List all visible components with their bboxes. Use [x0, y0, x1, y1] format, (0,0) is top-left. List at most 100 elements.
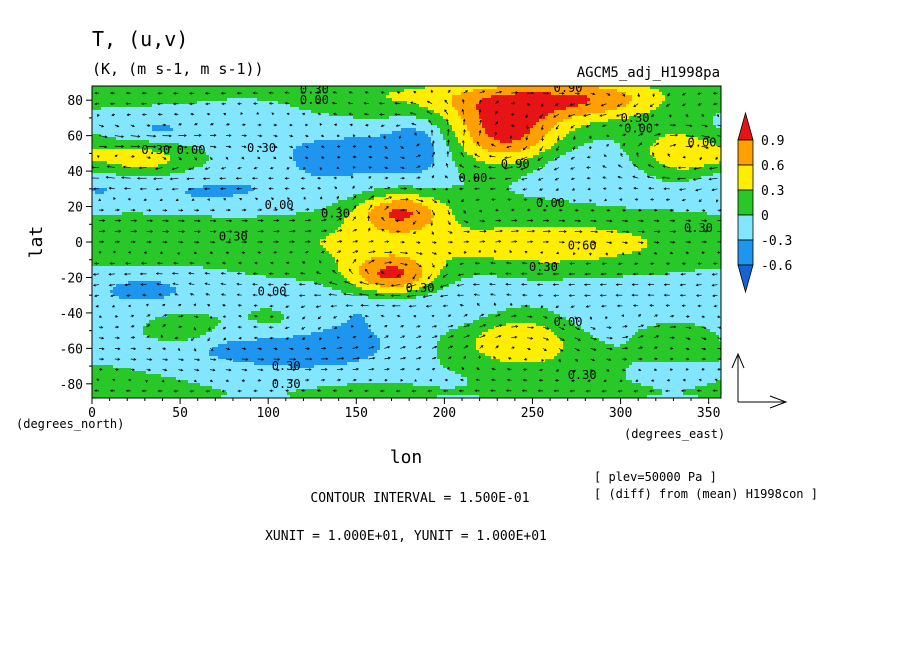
field-cell [362, 134, 365, 137]
field-cell [575, 149, 578, 152]
field-cell [296, 107, 299, 110]
field-cell [338, 110, 341, 113]
field-cell [251, 155, 254, 158]
field-cell [275, 98, 278, 101]
field-cell [389, 131, 392, 134]
field-cell [341, 119, 344, 122]
field-cell [386, 95, 389, 98]
field-cell [167, 131, 170, 134]
field-cell [638, 98, 641, 101]
field-cell [125, 155, 128, 158]
field-cell [206, 140, 209, 143]
field-cell [572, 95, 575, 98]
field-cell [401, 89, 404, 92]
field-cell [647, 89, 650, 92]
field-cell [428, 146, 431, 149]
field-cell [521, 152, 524, 155]
field-cell [470, 107, 473, 110]
field-cell [482, 149, 485, 152]
field-cell [269, 125, 272, 128]
field-cell [356, 98, 359, 101]
field-cell [281, 131, 284, 134]
field-cell [458, 110, 461, 113]
field-cell [560, 131, 563, 134]
field-cell [167, 104, 170, 107]
field-cell [410, 137, 413, 140]
field-cell [356, 110, 359, 113]
field-cell [608, 113, 611, 116]
field-cell [167, 125, 170, 128]
field-cell [518, 134, 521, 137]
field-cell [374, 89, 377, 92]
field-cell [656, 92, 659, 95]
field-cell [473, 116, 476, 119]
field-cell [425, 131, 428, 134]
field-cell [161, 107, 164, 110]
field-cell [617, 146, 620, 149]
field-cell [353, 104, 356, 107]
field-cell [419, 113, 422, 116]
field-cell [194, 104, 197, 107]
field-cell [341, 137, 344, 140]
field-cell [359, 128, 362, 131]
field-cell [515, 104, 518, 107]
field-cell [491, 110, 494, 113]
field-cell [215, 107, 218, 110]
field-cell [101, 140, 104, 143]
field-cell [323, 149, 326, 152]
field-cell [371, 131, 374, 134]
field-cell [500, 101, 503, 104]
field-cell [377, 134, 380, 137]
field-cell [602, 128, 605, 131]
field-cell [635, 89, 638, 92]
field-cell [326, 125, 329, 128]
field-cell [515, 149, 518, 152]
field-cell [560, 119, 563, 122]
field-cell [302, 119, 305, 122]
field-cell [335, 131, 338, 134]
field-cell [332, 131, 335, 134]
field-cell [236, 110, 239, 113]
field-cell [716, 137, 719, 140]
field-cell [539, 131, 542, 134]
field-cell [197, 107, 200, 110]
field-cell [458, 149, 461, 152]
field-cell [602, 89, 605, 92]
field-cell [560, 122, 563, 125]
field-cell [608, 119, 611, 122]
field-cell [431, 146, 434, 149]
field-cell [104, 104, 107, 107]
field-cell [353, 140, 356, 143]
field-cell [590, 125, 593, 128]
field-cell [629, 140, 632, 143]
field-cell [560, 98, 563, 101]
field-cell [329, 107, 332, 110]
field-cell [713, 152, 716, 155]
field-cell [200, 107, 203, 110]
field-cell [401, 140, 404, 143]
field-cell [416, 116, 419, 119]
field-cell [212, 143, 215, 146]
field-cell [581, 107, 584, 110]
field-cell [125, 134, 128, 137]
field-cell [482, 134, 485, 137]
field-cell [524, 104, 527, 107]
field-cell [647, 101, 650, 104]
field-cell [341, 122, 344, 125]
field-cell [245, 92, 248, 95]
field-cell [401, 143, 404, 146]
field-cell [227, 116, 230, 119]
field-cell [497, 113, 500, 116]
field-cell [314, 107, 317, 110]
field-cell [674, 89, 677, 92]
field-cell [155, 95, 158, 98]
field-cell [596, 134, 599, 137]
field-cell [404, 143, 407, 146]
field-cell [116, 95, 119, 98]
field-cell [389, 128, 392, 131]
field-cell [104, 128, 107, 131]
field-cell [479, 95, 482, 98]
field-cell [470, 110, 473, 113]
field-cell [134, 143, 137, 146]
